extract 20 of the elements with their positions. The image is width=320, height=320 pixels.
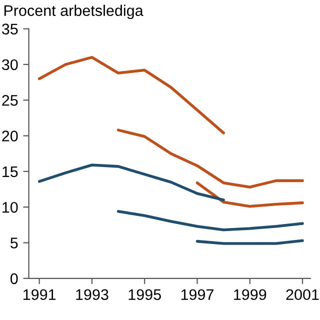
line-series bbox=[116, 128, 304, 189]
y-tick-label: 25 bbox=[2, 94, 18, 106]
x-tick-label: 1997 bbox=[181, 289, 214, 300]
x-tick-label: 1999 bbox=[234, 289, 266, 300]
line-series bbox=[116, 210, 304, 232]
x-tick-label: 2001 bbox=[286, 289, 319, 300]
y-tick-label: 0 bbox=[10, 273, 18, 284]
y-axis-title: Procent arbetslediga bbox=[4, 4, 144, 20]
y-tick-label: 5 bbox=[10, 238, 18, 248]
x-tick-label: 1993 bbox=[76, 289, 108, 300]
y-tick-label: 30 bbox=[2, 59, 18, 70]
y-tick-label: 20 bbox=[2, 130, 18, 142]
line-series bbox=[38, 56, 225, 134]
x-tick-label: 1991 bbox=[24, 289, 56, 300]
line-series bbox=[38, 164, 225, 202]
y-tick-label: 35 bbox=[2, 24, 18, 34]
x-tick-label: 1995 bbox=[128, 289, 161, 300]
line-series bbox=[196, 181, 304, 208]
y-tick-label: 15 bbox=[2, 166, 18, 178]
y-tick-label: 10 bbox=[2, 202, 18, 213]
